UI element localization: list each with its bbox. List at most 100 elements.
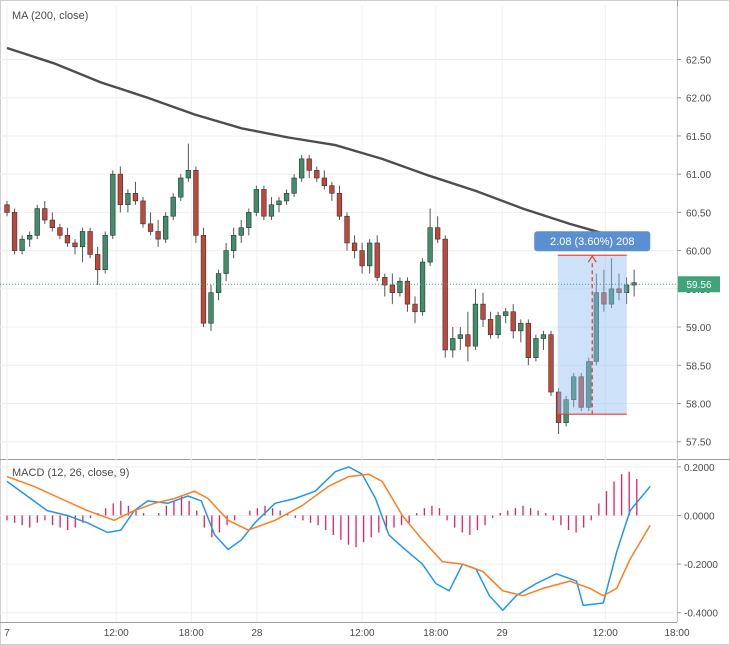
candle-body	[95, 254, 101, 271]
candle-body	[389, 284, 395, 293]
candle-body	[540, 334, 547, 339]
price-tick-label: 59.00	[686, 323, 711, 334]
macd-tick-label: -0.2000	[684, 560, 718, 571]
candle-body	[155, 231, 161, 240]
candle-body	[215, 273, 222, 293]
measure-arrow-head	[587, 255, 597, 263]
candle-body	[87, 231, 93, 255]
candle-body	[147, 223, 154, 232]
candle-body	[525, 322, 531, 358]
candle-body	[132, 192, 139, 202]
candle-body	[601, 292, 607, 305]
candle-body	[397, 280, 403, 293]
candle-body	[34, 208, 40, 236]
x-tick-label: 28	[251, 628, 263, 639]
ma200-series-line	[6, 46, 611, 237]
candle-body	[487, 319, 494, 335]
candle-body	[631, 282, 637, 286]
candle-body	[321, 177, 327, 186]
candle-body	[170, 196, 176, 217]
candle-body	[314, 170, 320, 179]
x-tick-label: 18:00	[664, 628, 689, 639]
candle-body	[140, 200, 146, 225]
candle-body	[117, 173, 123, 206]
candle-body	[185, 170, 191, 179]
x-tick-label: 29	[497, 628, 509, 639]
candle-body	[178, 177, 184, 198]
candle-body	[510, 311, 516, 332]
candle-body	[163, 215, 169, 240]
candle-body	[283, 192, 290, 202]
candle-body	[72, 242, 78, 248]
last-price-tag	[678, 276, 720, 293]
candle-body	[268, 204, 275, 217]
candle-body	[382, 277, 388, 286]
price-tick-label: 62.50	[686, 56, 711, 67]
candle-body	[261, 189, 267, 217]
macd-tick-label: -0.4000	[684, 609, 718, 620]
candle-body	[11, 212, 18, 251]
candle-body	[533, 338, 539, 358]
candle-body	[125, 192, 131, 206]
candle-body	[374, 242, 380, 278]
price-tick-label: 58.50	[686, 361, 711, 372]
price-indicator-label: MA (200, close)	[12, 10, 88, 22]
measure-label: 2.08 (3.60%) 208	[550, 236, 634, 248]
price-tick-label: 60.00	[686, 247, 711, 258]
macd-tick-label: 0.2000	[684, 463, 715, 474]
measure-label-box	[534, 231, 651, 252]
candle-body	[427, 227, 433, 263]
candle-body	[253, 189, 259, 213]
macd-tick-label: 0.0000	[684, 511, 715, 522]
candle-body	[42, 208, 48, 221]
candle-body	[4, 204, 10, 213]
candle-body	[593, 292, 599, 362]
candle-body	[450, 338, 456, 351]
candle-body	[571, 376, 577, 400]
candle-body	[578, 376, 584, 408]
price-tick-label: 60.50	[686, 208, 711, 219]
candle-body	[548, 334, 554, 393]
last-price-value: 59.56	[686, 280, 711, 291]
measure-tool[interactable]: 2.08 (3.60%) 208	[534, 231, 651, 415]
candle-body	[503, 311, 509, 316]
candle-body	[442, 238, 448, 351]
candle-body	[223, 250, 229, 274]
candle-body	[457, 334, 463, 339]
candle-body	[200, 235, 207, 324]
candle-body	[608, 288, 615, 305]
candle-body	[359, 250, 365, 267]
candle-body	[412, 303, 418, 313]
candle-body	[246, 212, 252, 228]
candle-body	[291, 177, 297, 194]
x-tick-label: 12:00	[104, 628, 129, 639]
candle-body	[238, 227, 244, 236]
candle-body	[329, 185, 335, 194]
candle-body	[419, 261, 426, 313]
candle-body	[79, 231, 86, 248]
candle-body	[344, 215, 350, 244]
price-tick-label: 57.50	[686, 438, 711, 449]
ma200-line	[6, 46, 611, 237]
candle-body	[623, 284, 630, 293]
price-tick-label: 61.50	[686, 132, 711, 143]
candle-body	[351, 242, 358, 251]
candle-body	[495, 315, 501, 335]
candle-body	[616, 288, 622, 293]
candle-body	[465, 334, 471, 347]
x-tick-label: 18:00	[179, 628, 204, 639]
price-tick-label: 61.00	[686, 170, 711, 181]
candle-body	[64, 235, 71, 244]
candle-body	[102, 235, 108, 271]
candle-body	[276, 200, 282, 206]
signal-line	[6, 473, 651, 597]
candle-body	[586, 361, 592, 408]
candle-body	[306, 158, 312, 171]
candle-body	[472, 303, 479, 347]
x-tick-label: 12:00	[350, 628, 375, 639]
candle-body	[336, 192, 343, 217]
candle-body	[231, 235, 237, 251]
